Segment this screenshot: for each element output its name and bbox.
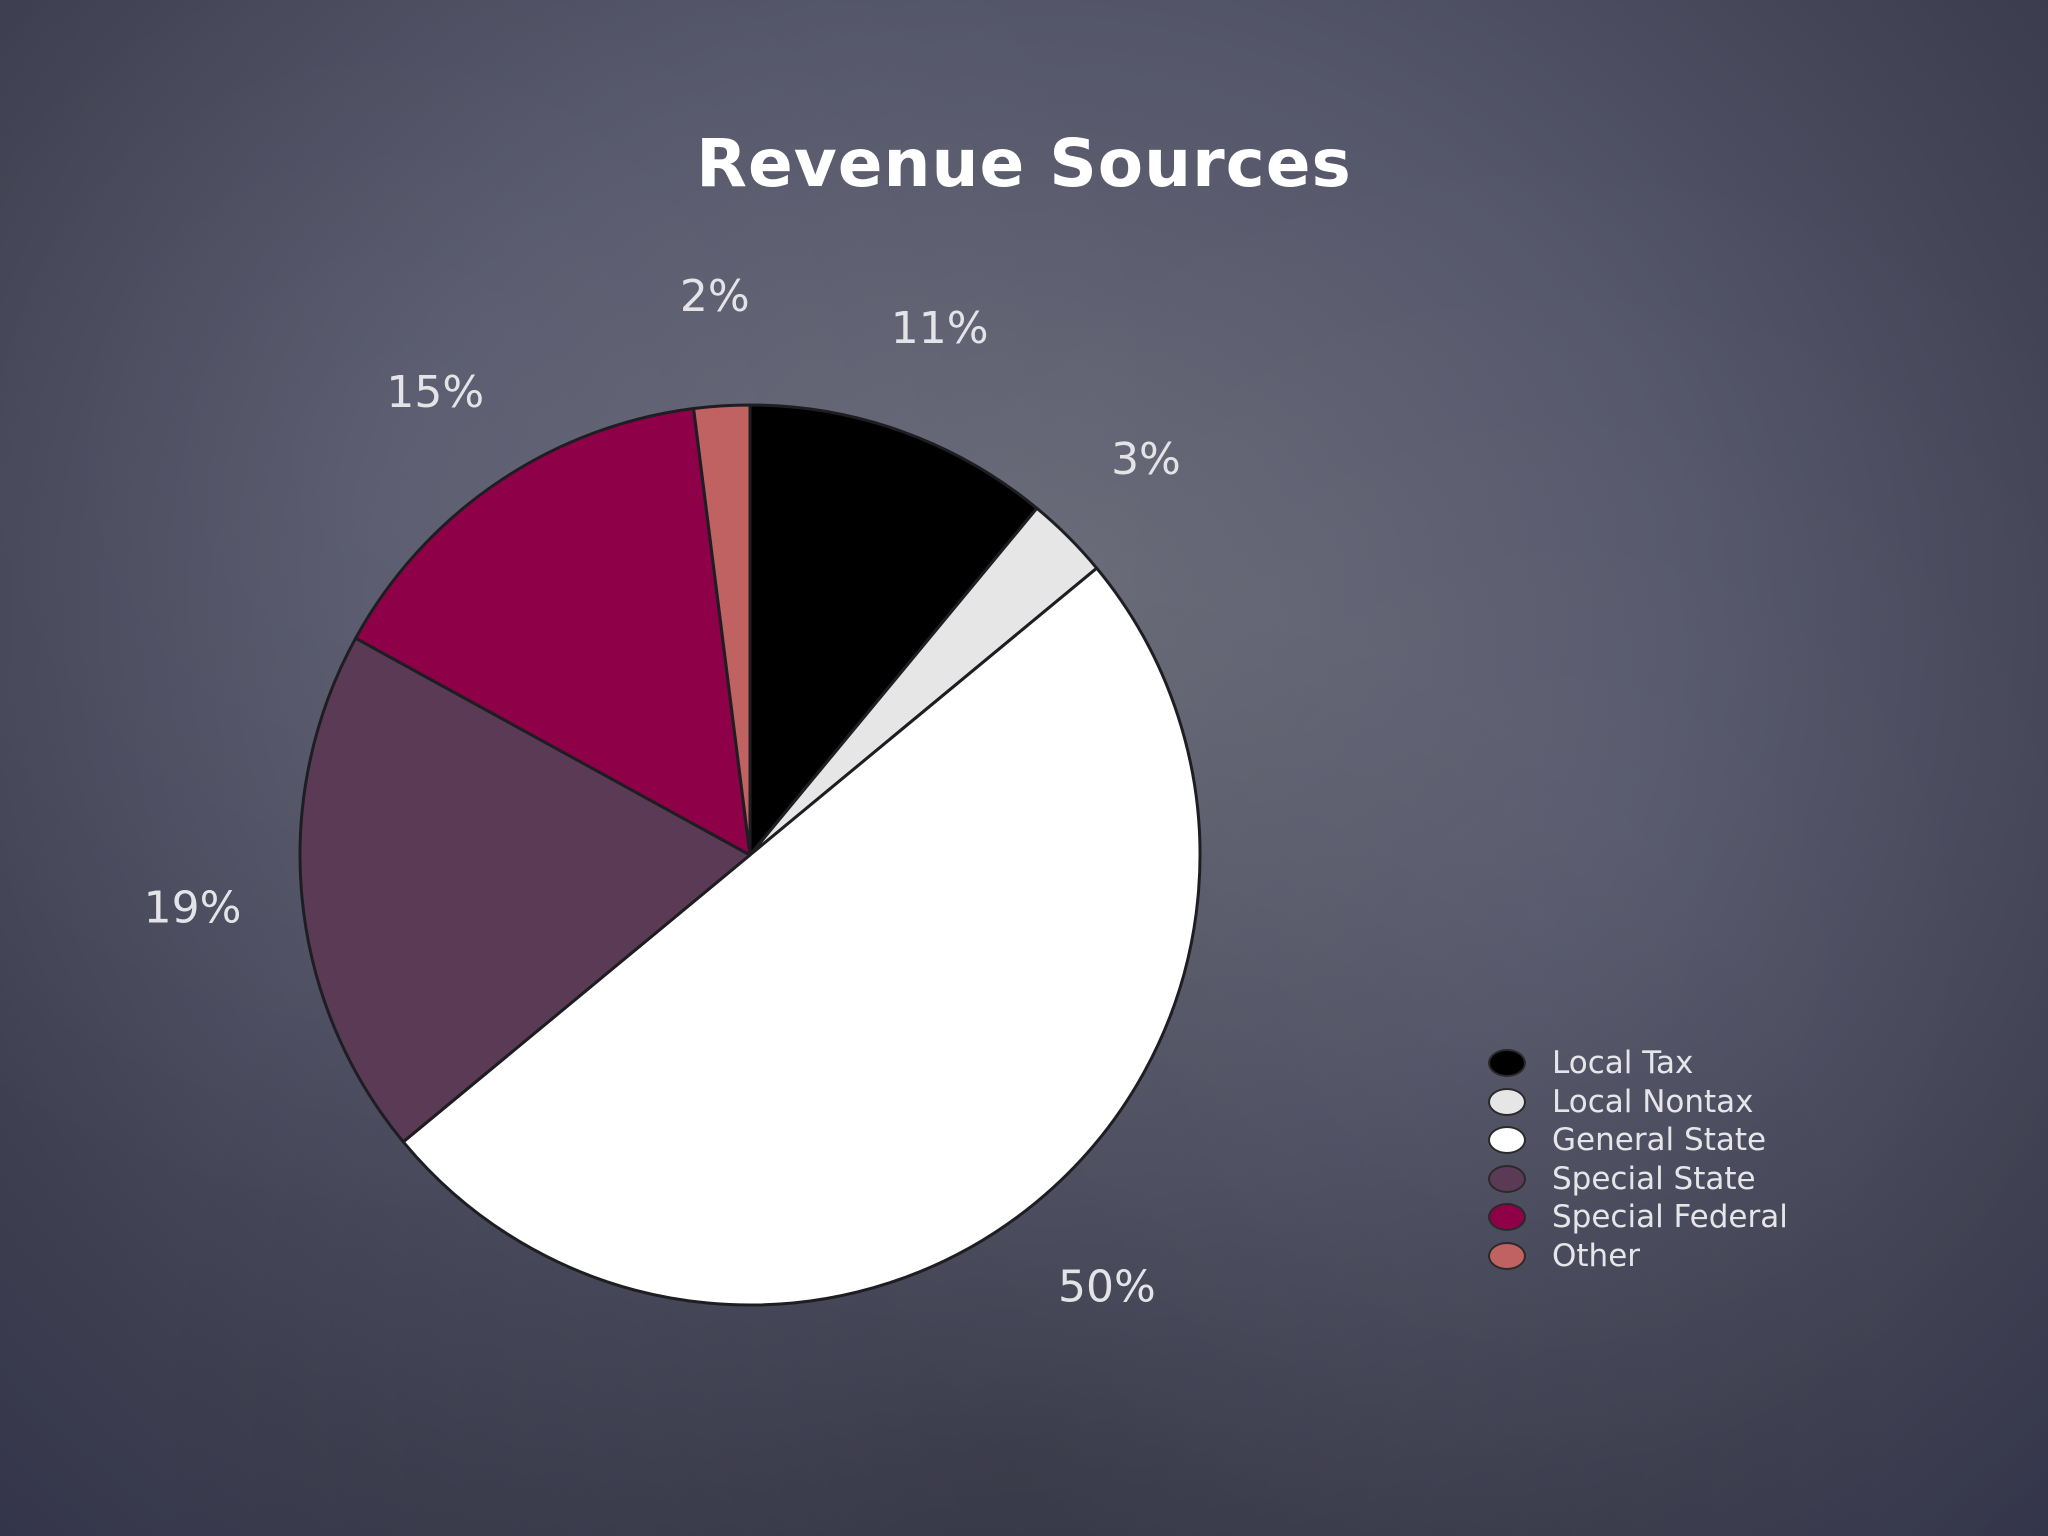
slice-label-special-state: 19%	[144, 883, 242, 934]
legend: Local Tax Local Nontax General State Specia…	[1488, 1044, 1908, 1284]
legend-label-local-tax: Local Tax	[1552, 1045, 1694, 1082]
legend-swatch-local-tax	[1488, 1049, 1526, 1078]
pie-slice-special-federal	[354, 407, 752, 857]
legend-swatch-general-state	[1488, 1126, 1526, 1155]
legend-item-special-state: Special State	[1488, 1160, 1908, 1199]
pie-slice-other	[692, 403, 752, 857]
legend-swatch-special-federal	[1488, 1203, 1526, 1232]
pie-slice-local-tax	[748, 403, 1039, 857]
pie-slice-general-state	[401, 566, 1201, 1306]
legend-item-other: Other	[1488, 1237, 1908, 1276]
slice-label-local-tax: 11%	[891, 303, 989, 354]
legend-item-special-federal: Special Federal	[1488, 1198, 1908, 1237]
legend-item-local-nontax: Local Nontax	[1488, 1083, 1908, 1122]
slice-label-special-federal: 15%	[386, 367, 484, 418]
pie-slices	[298, 403, 1201, 1306]
legend-item-general-state: General State	[1488, 1121, 1908, 1160]
legend-swatch-local-nontax	[1488, 1087, 1526, 1116]
slice-label-general-state: 50%	[1058, 1261, 1156, 1312]
slice-label-other: 2%	[680, 271, 750, 322]
slice-label-local-nontax: 3%	[1111, 434, 1181, 485]
legend-swatch-special-state	[1488, 1164, 1526, 1193]
pie-slice-special-state	[298, 636, 752, 1144]
legend-label-general-state: General State	[1552, 1122, 1767, 1159]
legend-label-local-nontax: Local Nontax	[1552, 1083, 1754, 1120]
legend-item-local-tax: Local Tax	[1488, 1044, 1908, 1083]
legend-swatch-other	[1488, 1241, 1526, 1270]
legend-label-other: Other	[1552, 1237, 1641, 1274]
legend-label-special-federal: Special Federal	[1552, 1199, 1788, 1236]
pie-labels: 11% 3% 50% 19% 15% 2%	[144, 271, 1181, 1312]
chart-title: Revenue Sources	[696, 125, 1352, 202]
legend-label-special-state: Special State	[1552, 1160, 1756, 1197]
